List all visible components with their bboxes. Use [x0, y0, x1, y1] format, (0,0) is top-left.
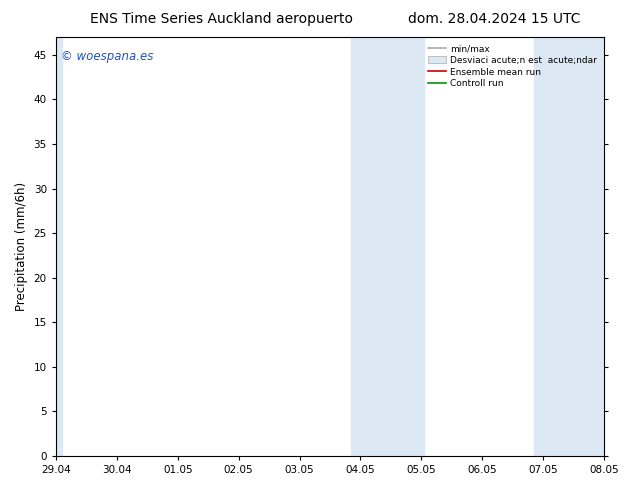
Bar	[534, 37, 607, 456]
Text: dom. 28.04.2024 15 UTC: dom. 28.04.2024 15 UTC	[408, 12, 581, 26]
Legend: min/max, Desviaci acute;n est  acute;ndar, Ensemble mean run, Controll run: min/max, Desviaci acute;n est acute;ndar…	[425, 42, 600, 91]
Bar	[53, 37, 62, 456]
Y-axis label: Precipitation (mm/6h): Precipitation (mm/6h)	[15, 182, 28, 311]
Text: ENS Time Series Auckland aeropuerto: ENS Time Series Auckland aeropuerto	[91, 12, 353, 26]
Bar	[351, 37, 424, 456]
Text: © woespana.es: © woespana.es	[61, 49, 153, 63]
